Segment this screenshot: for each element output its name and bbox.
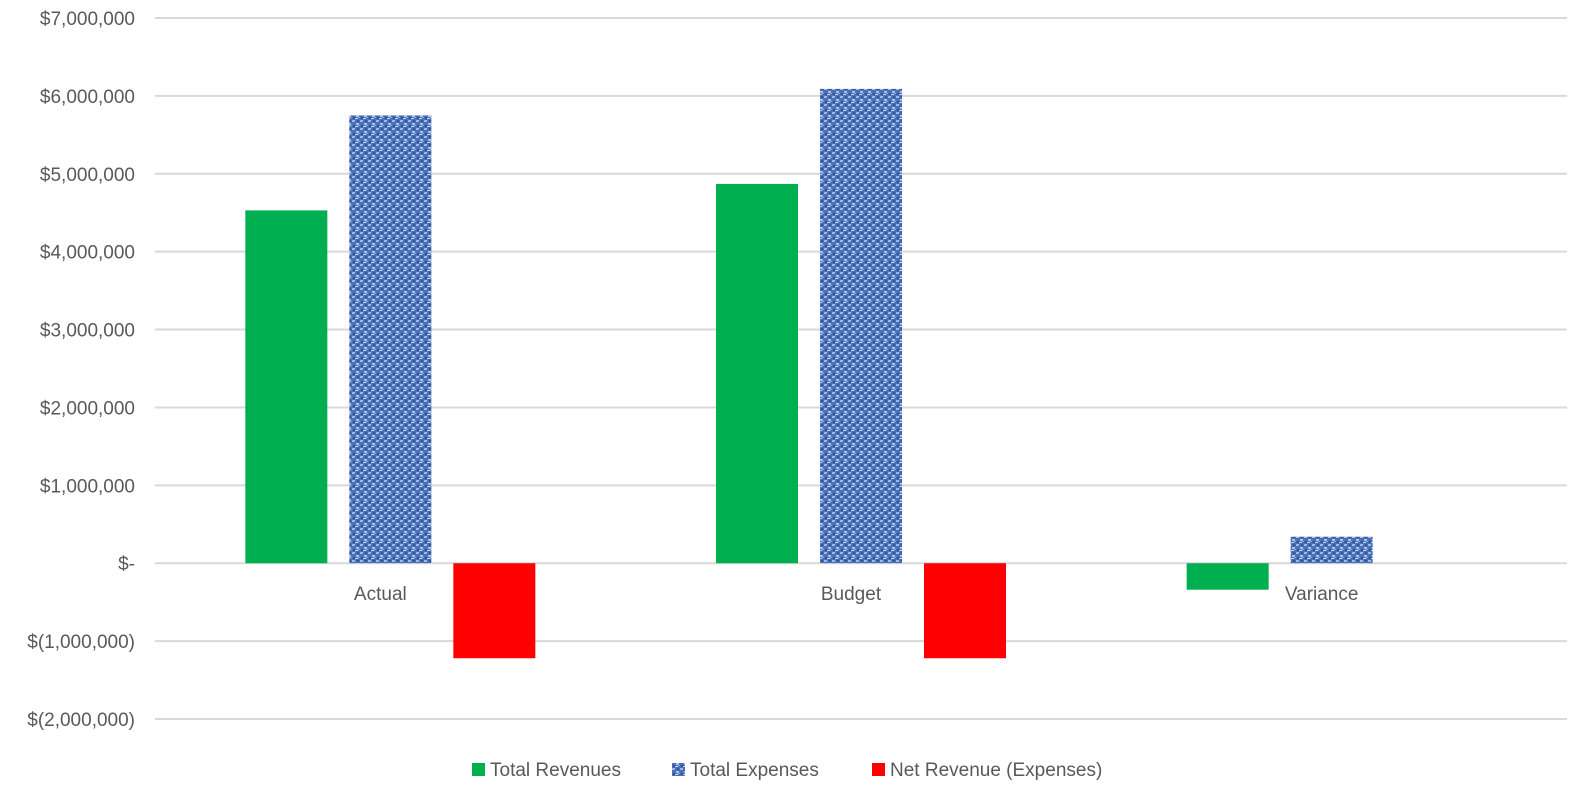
bar-total-expenses-variance [1290, 536, 1373, 564]
y-tick-label: $5,000,000 [40, 165, 135, 186]
bar-total-revenues-actual [245, 210, 328, 564]
bar-total-revenues-variance [1186, 563, 1269, 590]
y-tick-label: $3,000,000 [40, 321, 135, 342]
legend-swatch-net-revenue-expenses [872, 763, 885, 776]
legend: Total Revenues Total Expenses Net Revenue … [472, 760, 1102, 781]
category-label-budget: Budget [821, 584, 882, 605]
y-tick-label: $4,000,000 [40, 243, 135, 264]
y-tick-label: $6,000,000 [40, 87, 135, 108]
y-tick-label: $1,000,000 [40, 476, 135, 497]
y-tick-label: $(2,000,000) [27, 710, 135, 731]
bars [245, 88, 1373, 659]
legend-label-total-revenues: Total Revenues [490, 760, 621, 781]
y-tick-label: $- [118, 554, 135, 575]
y-axis-tick-labels: $7,000,000 $6,000,000 $5,000,000 $4,000,000… [27, 9, 135, 731]
legend-label-net-revenue-expenses: Net Revenue (Expenses) [890, 760, 1102, 781]
y-tick-label: $2,000,000 [40, 398, 135, 419]
bar-total-revenues-budget [716, 183, 798, 564]
legend-swatch-total-revenues [472, 763, 485, 776]
bar-net-revenue-expenses-budget [924, 563, 1006, 659]
bar-total-expenses-budget [820, 88, 902, 564]
y-tick-label: $7,000,000 [40, 9, 135, 30]
y-tick-label: $(1,000,000) [27, 632, 135, 653]
bar-total-expenses-actual [349, 115, 432, 564]
category-label-actual: Actual [354, 584, 407, 605]
category-labels: Actual Budget Variance [354, 584, 1359, 605]
legend-label-total-expenses: Total Expenses [690, 760, 819, 781]
legend-swatch-total-expenses [672, 763, 685, 776]
bar-net-revenue-expenses-actual [453, 563, 536, 659]
category-label-variance: Variance [1285, 584, 1359, 605]
